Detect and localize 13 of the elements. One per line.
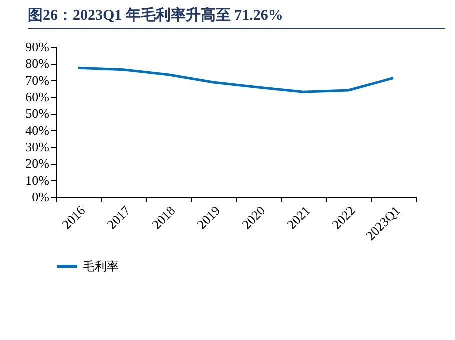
y-tick-label: 50%: [26, 106, 50, 122]
y-tick-label: 10%: [26, 172, 50, 188]
chart-title: 图26：2023Q1 年毛利率升高至 71.26%: [28, 6, 445, 29]
line-series: [77, 66, 395, 94]
y-tick-label: 60%: [26, 90, 50, 104]
y-tick-label: 70%: [26, 72, 50, 88]
y-tick-label: 20%: [26, 156, 50, 172]
legend-label: 毛利率: [83, 260, 119, 274]
y-tick-label: 80%: [26, 56, 50, 72]
y-tick-label: 0%: [32, 190, 50, 204]
y-tick-label: 30%: [26, 140, 50, 154]
y-tick-label: 40%: [26, 122, 50, 138]
y-tick-label: 90%: [26, 40, 50, 54]
